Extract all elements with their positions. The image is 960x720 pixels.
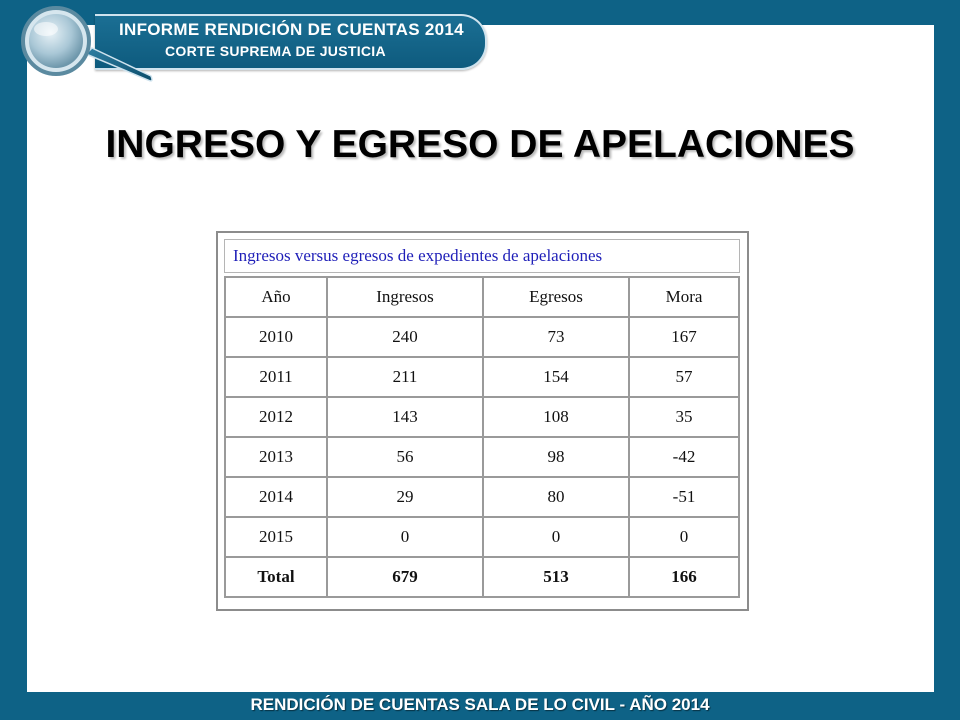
footer-text: RENDICIÓN DE CUENTAS SALA DE LO CIVIL - …: [250, 695, 710, 714]
cell-egresos: 0: [482, 516, 630, 558]
table-row: 2014 29 80 -51: [224, 476, 740, 518]
total-egresos: 513: [482, 556, 630, 598]
header-subtitle: CORTE SUPREMA DE JUSTICIA: [165, 43, 386, 59]
total-ingresos: 679: [326, 556, 484, 598]
appeals-table-panel: Ingresos versus egresos de expedientes d…: [216, 231, 749, 611]
cell-mora: -51: [628, 476, 740, 518]
total-label: Total: [224, 556, 328, 598]
table-row: 2013 56 98 -42: [224, 436, 740, 478]
cell-egresos: 80: [482, 476, 630, 518]
cell-ingresos: 0: [326, 516, 484, 558]
cell-ingresos: 211: [326, 356, 484, 398]
table-caption: Ingresos versus egresos de expedientes d…: [224, 239, 740, 273]
table-row: 2011 211 154 57: [224, 356, 740, 398]
cell-year: 2014: [224, 476, 328, 518]
table-row: 2012 143 108 35: [224, 396, 740, 438]
cell-ingresos: 56: [326, 436, 484, 478]
appeals-table: Año Ingresos Egresos Mora 2010 240 73 16…: [224, 276, 740, 598]
cell-year: 2012: [224, 396, 328, 438]
cell-year: 2011: [224, 356, 328, 398]
cell-ingresos: 29: [326, 476, 484, 518]
magnifier-icon: [21, 6, 153, 82]
cell-year: 2010: [224, 316, 328, 358]
table-row: 2015 0 0 0: [224, 516, 740, 558]
header-ingresos: Ingresos: [326, 276, 484, 318]
cell-egresos: 98: [482, 436, 630, 478]
table-total-row: Total 679 513 166: [224, 556, 740, 598]
cell-mora: 0: [628, 516, 740, 558]
table-header-row: Año Ingresos Egresos Mora: [224, 276, 740, 318]
cell-egresos: 154: [482, 356, 630, 398]
cell-mora: -42: [628, 436, 740, 478]
cell-year: 2015: [224, 516, 328, 558]
header-banner: INFORME RENDICIÓN DE CUENTAS 2014 CORTE …: [95, 14, 487, 70]
cell-egresos: 73: [482, 316, 630, 358]
cell-egresos: 108: [482, 396, 630, 438]
cell-ingresos: 240: [326, 316, 484, 358]
header-mora: Mora: [628, 276, 740, 318]
cell-ingresos: 143: [326, 396, 484, 438]
cell-year: 2013: [224, 436, 328, 478]
cell-mora: 35: [628, 396, 740, 438]
header-year: Año: [224, 276, 328, 318]
header-egresos: Egresos: [482, 276, 630, 318]
page-title: INGRESO Y EGRESO DE APELACIONES: [105, 123, 855, 166]
header-title: INFORME RENDICIÓN DE CUENTAS 2014: [119, 20, 464, 39]
total-mora: 166: [628, 556, 740, 598]
cell-mora: 167: [628, 316, 740, 358]
table-row: 2010 240 73 167: [224, 316, 740, 358]
cell-mora: 57: [628, 356, 740, 398]
